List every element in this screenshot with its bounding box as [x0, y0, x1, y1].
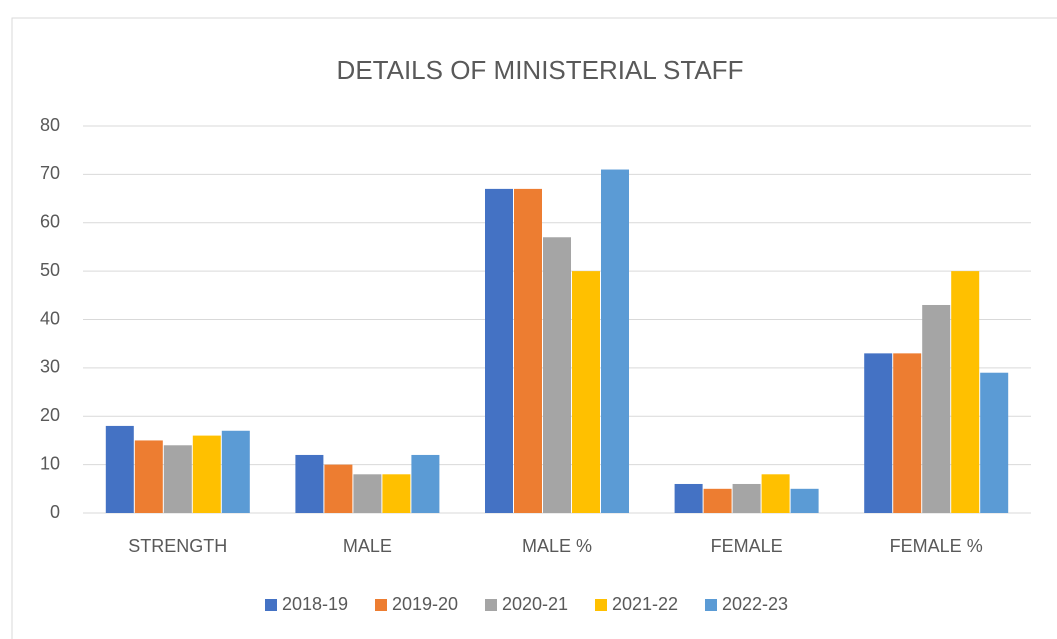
- bar: [324, 464, 353, 513]
- bar: [572, 271, 600, 513]
- bar: [980, 372, 1009, 513]
- legend-swatch: [485, 599, 497, 611]
- y-tick-label: 60: [40, 212, 60, 232]
- bar: [790, 488, 819, 513]
- bar: [221, 430, 250, 513]
- y-tick-label: 0: [50, 502, 60, 522]
- legend-label: 2019-20: [392, 594, 458, 614]
- bar: [382, 474, 411, 513]
- legend-label: 2020-21: [502, 594, 568, 614]
- bar: [411, 454, 440, 513]
- x-tick-label: MALE: [343, 536, 392, 556]
- y-tick-label: 30: [40, 357, 60, 377]
- legend-swatch: [595, 599, 607, 611]
- bar: [295, 454, 324, 513]
- x-tick-label: STRENGTH: [128, 536, 227, 556]
- bar: [732, 483, 761, 513]
- legend-swatch: [705, 599, 717, 611]
- y-tick-label: 80: [40, 115, 60, 135]
- bar: [703, 488, 732, 513]
- y-tick-label: 10: [40, 453, 60, 473]
- bar: [761, 474, 790, 513]
- bar: [192, 435, 221, 513]
- x-tick-label: FEMALE %: [890, 536, 983, 556]
- bar: [163, 445, 192, 513]
- bar: [134, 440, 163, 513]
- y-tick-label: 50: [40, 260, 60, 280]
- bar: [514, 188, 542, 513]
- bar: [951, 271, 980, 513]
- bar: [353, 474, 382, 513]
- bar: [674, 483, 703, 513]
- legend-swatch: [375, 599, 387, 611]
- bar: [893, 353, 922, 513]
- bar: [864, 353, 893, 513]
- bar: [922, 304, 951, 513]
- legend-swatch: [265, 599, 277, 611]
- legend-label: 2021-22: [612, 594, 678, 614]
- x-tick-label: FEMALE: [711, 536, 783, 556]
- x-tick-label: MALE %: [522, 536, 592, 556]
- y-tick-label: 20: [40, 405, 60, 425]
- bar: [105, 425, 134, 513]
- legend-label: 2022-23: [722, 594, 788, 614]
- bar: [601, 169, 629, 513]
- chart-title: DETAILS OF MINISTERIAL STAFF: [337, 55, 744, 85]
- legend-label: 2018-19: [282, 594, 348, 614]
- bar: [543, 237, 571, 513]
- y-tick-label: 70: [40, 163, 60, 183]
- y-tick-label: 40: [40, 308, 60, 328]
- bar: [485, 188, 513, 513]
